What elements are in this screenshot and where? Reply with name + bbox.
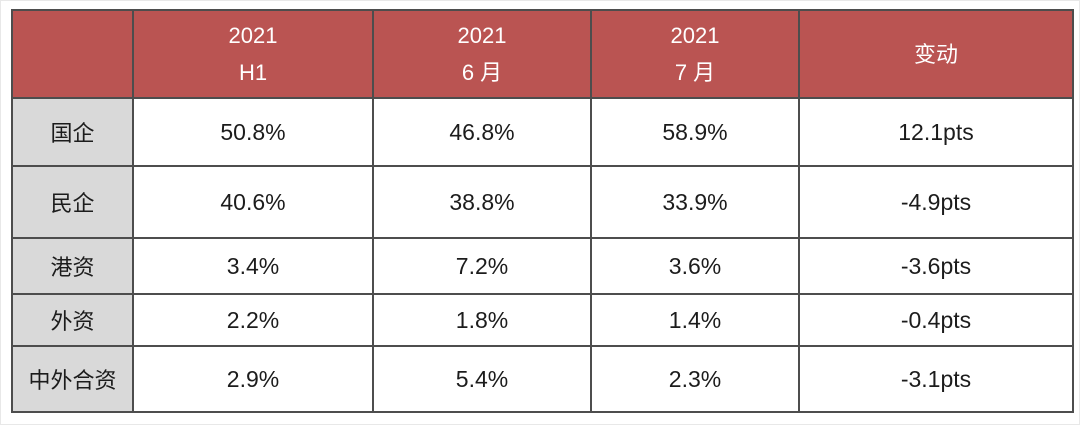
- row-label: 民企: [11, 165, 134, 239]
- data-cell: -4.9pts: [798, 165, 1074, 239]
- data-cell: 2.9%: [132, 345, 374, 413]
- data-cell: 38.8%: [372, 165, 592, 239]
- data-cell: 2.3%: [590, 345, 800, 413]
- table-row-private: 民企 40.6% 38.8% 33.9% -4.9pts: [11, 165, 1074, 239]
- data-cell: 3.6%: [590, 237, 800, 295]
- data-cell: 1.8%: [372, 293, 592, 347]
- data-cell: 3.4%: [132, 237, 374, 295]
- row-label: 外资: [11, 293, 134, 347]
- data-cell: -3.6pts: [798, 237, 1074, 295]
- header-row: 2021 H1 2021 6 月 2021 7 月 变动: [11, 9, 1074, 99]
- header-cell-2021-july: 2021 7 月: [590, 9, 800, 99]
- data-cell: 7.2%: [372, 237, 592, 295]
- data-cell: 33.9%: [590, 165, 800, 239]
- header-line-period: 7 月: [674, 60, 716, 85]
- header-line-year: 2021: [228, 23, 278, 48]
- data-cell: -0.4pts: [798, 293, 1074, 347]
- header-line-period: 6 月: [461, 60, 503, 85]
- corner-cell: [11, 9, 134, 99]
- row-label: 国企: [11, 97, 134, 167]
- row-label: 港资: [11, 237, 134, 295]
- data-cell: 2.2%: [132, 293, 374, 347]
- data-cell: -3.1pts: [798, 345, 1074, 413]
- header-cell-change: 变动: [798, 9, 1074, 99]
- header-cell-2021-june: 2021 6 月: [372, 9, 592, 99]
- header-line-year: 2021: [670, 23, 720, 48]
- data-cell: 50.8%: [132, 97, 374, 167]
- table-row-hongkong: 港资 3.4% 7.2% 3.6% -3.6pts: [11, 237, 1074, 295]
- table-row-soe: 国企 50.8% 46.8% 58.9% 12.1pts: [11, 97, 1074, 167]
- data-cell: 1.4%: [590, 293, 800, 347]
- data-cell: 40.6%: [132, 165, 374, 239]
- table-row-joint-venture: 中外合资 2.9% 5.4% 2.3% -3.1pts: [11, 345, 1074, 413]
- data-cell: 46.8%: [372, 97, 592, 167]
- header-line-change: 变动: [913, 41, 958, 67]
- header-cell-2021-h1: 2021 H1: [132, 9, 374, 99]
- header-line-period: H1: [238, 60, 268, 85]
- data-cell: 12.1pts: [798, 97, 1074, 167]
- data-cell: 58.9%: [590, 97, 800, 167]
- data-cell: 5.4%: [372, 345, 592, 413]
- table-row-foreign: 外资 2.2% 1.8% 1.4% -0.4pts: [11, 293, 1074, 347]
- row-label: 中外合资: [11, 345, 134, 413]
- header-line-year: 2021: [457, 23, 507, 48]
- table-body: 国企 50.8% 46.8% 58.9% 12.1pts 民企 40.6% 38…: [11, 97, 1074, 413]
- ownership-share-table: 2021 H1 2021 6 月 2021 7 月 变动 国企 50.8%: [11, 9, 1074, 413]
- table-header: 2021 H1 2021 6 月 2021 7 月 变动: [11, 9, 1074, 99]
